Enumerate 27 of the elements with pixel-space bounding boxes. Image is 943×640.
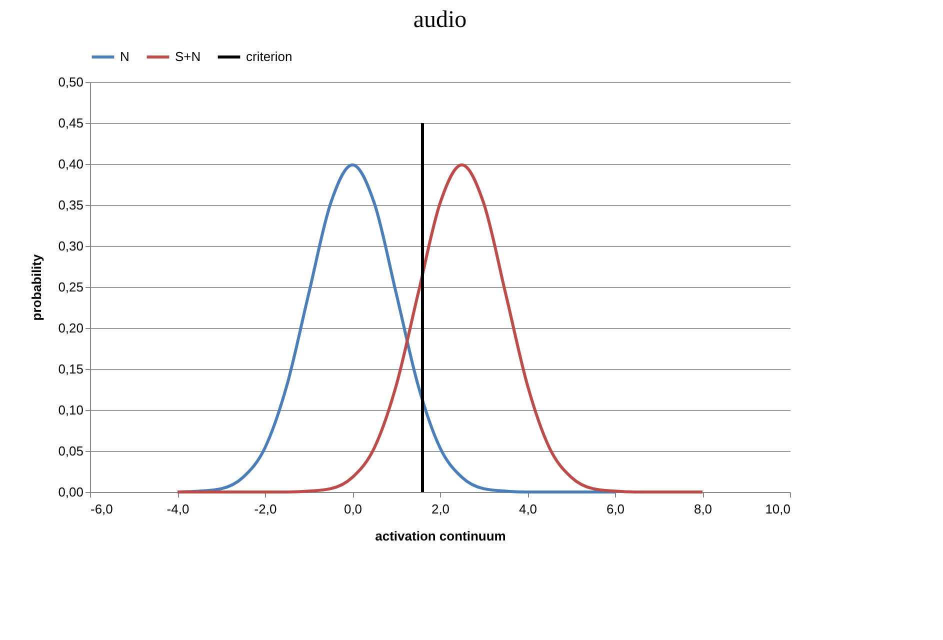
y-tick-label: 0,10 (58, 402, 84, 418)
chart-title: audio (413, 7, 467, 33)
x-tick-label: -2,0 (254, 502, 277, 516)
y-tick-label: 0,05 (58, 444, 84, 458)
x-tick-label: 2,0 (431, 502, 450, 516)
y-tick-label: 0,25 (58, 280, 84, 294)
y-tick-label: 0,35 (58, 198, 84, 212)
y-tick-label: 0,45 (58, 116, 84, 130)
y-tick-label: 0,50 (58, 74, 84, 90)
legend-label: criterion (246, 49, 292, 64)
x-axis-title: activation continuum (375, 528, 506, 544)
x-tick-label: 4,0 (518, 502, 538, 516)
x-tick-label: -4,0 (166, 502, 190, 516)
x-tick-label: 8,0 (694, 502, 712, 516)
line-series (176, 163, 704, 494)
x-tick-label: 6,0 (606, 502, 625, 516)
y-tick-label: 0,00 (58, 484, 84, 500)
y-tick-label: 0,20 (58, 320, 84, 336)
y-tick-label: 0,40 (58, 156, 84, 172)
y-tick-label: 0,30 (58, 238, 84, 254)
y-axis-title: probability (29, 254, 44, 321)
x-tick-label: -6,0 (90, 502, 113, 516)
x-tick-label: 10,0 (765, 502, 790, 516)
x-tick-label: 0,0 (344, 502, 362, 516)
y-tick-label: 0,15 (58, 362, 84, 376)
legend-label: S+N (175, 49, 201, 64)
legend-label: N (120, 49, 130, 64)
